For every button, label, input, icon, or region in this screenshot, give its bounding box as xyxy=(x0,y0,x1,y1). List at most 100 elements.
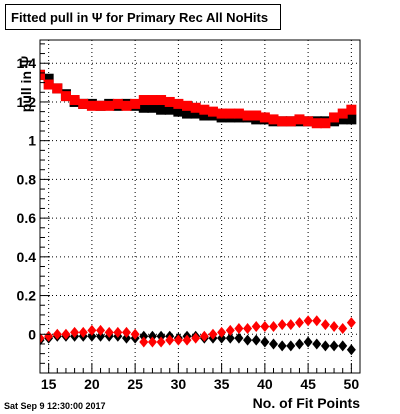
diamond-marker xyxy=(303,315,313,327)
x-tick-label: 35 xyxy=(214,376,230,392)
square-marker xyxy=(242,110,253,121)
timestamp: Sat Sep 9 12:30:00 2017 xyxy=(4,401,106,411)
square-marker xyxy=(294,114,305,125)
square-marker xyxy=(86,100,97,111)
square-marker xyxy=(216,108,227,119)
diamond-marker xyxy=(121,332,131,344)
diamond-marker xyxy=(52,328,62,340)
diamond-marker xyxy=(286,319,296,331)
diamond-marker xyxy=(78,326,88,338)
y-tick-label: 1.2 xyxy=(17,94,37,110)
diamond-marker xyxy=(165,334,175,346)
diamond-marker xyxy=(147,336,157,348)
square-marker xyxy=(78,98,89,109)
diamond-marker xyxy=(269,338,279,350)
diamond-marker xyxy=(338,322,348,334)
square-marker xyxy=(268,114,279,125)
y-tick-label: 1 xyxy=(28,133,36,149)
plot-frame xyxy=(39,39,361,374)
diamond-marker xyxy=(44,330,54,342)
diamond-marker xyxy=(277,319,287,331)
x-axis-label: No. of Fit Points xyxy=(252,395,360,411)
diamond-marker xyxy=(130,328,140,340)
square-marker xyxy=(164,104,175,115)
x-tick-label: 15 xyxy=(41,376,57,392)
square-marker xyxy=(182,100,193,111)
diamond-marker xyxy=(320,340,330,352)
diamond-marker xyxy=(234,322,244,334)
square-marker xyxy=(199,110,210,121)
diamond-marker xyxy=(208,328,218,340)
grid-lines xyxy=(40,40,360,373)
diamond-marker xyxy=(96,324,106,336)
square-marker xyxy=(320,118,331,129)
diamond-marker xyxy=(269,321,279,333)
square-marker xyxy=(69,95,80,106)
square-marker xyxy=(147,95,158,106)
square-marker xyxy=(251,110,262,121)
diamond-marker xyxy=(182,334,192,346)
diamond-marker xyxy=(294,338,304,350)
diamond-marker xyxy=(225,332,235,344)
diamond-marker xyxy=(243,322,253,334)
diamond-marker xyxy=(139,330,149,342)
square-marker xyxy=(173,106,184,117)
diamond-marker xyxy=(286,340,296,352)
diamond-marker xyxy=(104,326,114,338)
y-tick-label: 0 xyxy=(28,326,36,342)
square-marker xyxy=(104,100,115,111)
x-tick-label: 50 xyxy=(344,376,360,392)
square-marker xyxy=(138,102,149,113)
diamond-marker xyxy=(70,326,80,338)
square-marker xyxy=(190,108,201,119)
diamond-marker xyxy=(294,317,304,329)
diamond-marker xyxy=(156,336,166,348)
square-marker xyxy=(346,104,357,115)
square-marker xyxy=(311,118,322,129)
square-marker xyxy=(207,106,218,117)
square-marker xyxy=(173,98,184,109)
square-marker xyxy=(156,95,167,106)
y-tick-label: 0.8 xyxy=(17,171,37,187)
axis-ticks: 15 20 25 30 35 40 45 50 0 0.2 0.4 0.6 0.8 1 1.2 1.4 xyxy=(17,43,361,392)
square-marker xyxy=(337,114,348,125)
x-tick-label: 30 xyxy=(171,376,187,392)
square-marker xyxy=(40,69,45,80)
diamond-marker xyxy=(251,321,261,333)
square-marker xyxy=(138,95,149,106)
square-marker xyxy=(233,108,244,119)
diamond-marker xyxy=(346,344,356,356)
diamond-marker xyxy=(87,330,97,342)
square-marker xyxy=(225,108,236,119)
x-tick-label: 40 xyxy=(257,376,273,392)
square-marker xyxy=(303,116,314,127)
square-marker xyxy=(182,108,193,119)
diamond-marker xyxy=(217,326,227,338)
square-marker xyxy=(43,73,54,84)
diamond-marker xyxy=(329,321,339,333)
y-tick-label: 0.2 xyxy=(17,288,37,304)
square-marker xyxy=(164,96,175,107)
diamond-marker xyxy=(61,328,71,340)
diamond-marker xyxy=(139,336,149,348)
x-tick-label: 45 xyxy=(300,376,316,392)
square-marker xyxy=(130,98,141,109)
square-marker xyxy=(121,100,132,111)
diamond-marker xyxy=(199,330,209,342)
diamond-marker xyxy=(312,315,322,327)
diamond-marker xyxy=(121,326,131,338)
diamond-marker xyxy=(329,340,339,352)
data-markers xyxy=(40,69,357,356)
diamond-marker xyxy=(156,330,166,342)
diamond-marker xyxy=(225,324,235,336)
diamond-marker xyxy=(251,334,261,346)
y-axis-label: pull in Ψ xyxy=(18,55,34,113)
diamond-marker xyxy=(338,340,348,352)
diamond-marker xyxy=(96,330,106,342)
square-marker xyxy=(259,112,270,123)
square-marker xyxy=(199,104,210,115)
square-marker xyxy=(147,102,158,113)
diamond-marker xyxy=(191,332,201,344)
square-marker xyxy=(337,108,348,119)
square-marker xyxy=(43,79,54,90)
